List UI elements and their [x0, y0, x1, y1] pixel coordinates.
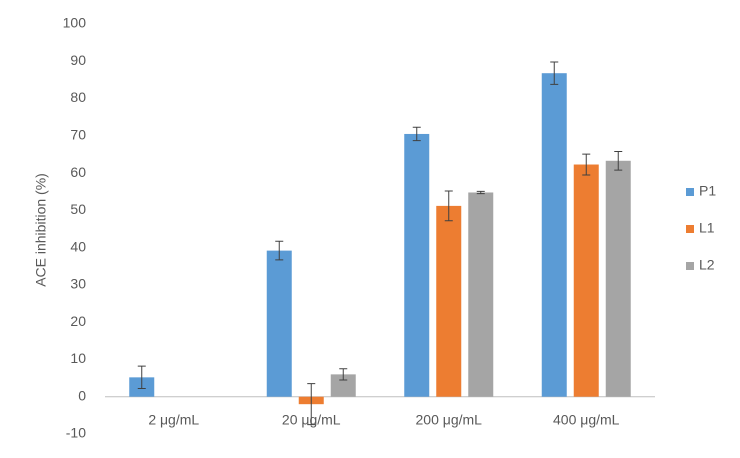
bar: [266, 250, 292, 397]
y-tick-label: 20: [70, 313, 86, 329]
bar: [404, 133, 430, 397]
error-bar: [137, 365, 146, 390]
y-tick-label: 0: [78, 387, 86, 403]
error-bar: [275, 240, 284, 261]
y-tick-label: 40: [70, 238, 86, 254]
y-tick-label: 10: [70, 350, 86, 366]
error-bar: [582, 153, 591, 176]
y-axis-label: ACE inhibition (%): [33, 173, 49, 287]
x-tick-label: 20 μg/mL: [282, 412, 341, 428]
y-tick-label: 80: [70, 89, 86, 105]
bar: [573, 164, 599, 397]
legend-swatch: [686, 188, 694, 196]
bar: [605, 160, 631, 397]
bar: [468, 192, 494, 397]
error-bar: [614, 150, 623, 171]
y-tick-label: 50: [70, 201, 86, 217]
bar: [436, 205, 462, 397]
legend-label: P1: [699, 183, 716, 199]
legend-swatch: [686, 225, 694, 233]
error-bar: [412, 126, 421, 142]
error-bar: [339, 368, 348, 381]
x-tick-label: 2 μg/mL: [148, 412, 199, 428]
error-bar: [444, 190, 453, 222]
legend-label: L2: [699, 257, 715, 273]
legend-swatch: [686, 262, 694, 270]
y-tick-label: 60: [70, 164, 86, 180]
x-tick-label: 400 μg/mL: [553, 412, 620, 428]
y-tick-label: 90: [70, 52, 86, 68]
bar: [330, 374, 356, 397]
error-bar: [307, 383, 316, 426]
y-tick-label: 100: [63, 15, 87, 31]
x-tick-label: 200 μg/mL: [416, 412, 483, 428]
legend-label: L1: [699, 220, 715, 236]
error-bar: [476, 190, 485, 195]
y-tick-label: 30: [70, 276, 86, 292]
bar: [541, 73, 567, 397]
y-tick-label: 70: [70, 127, 86, 143]
y-tick-label: -10: [66, 425, 86, 441]
error-bar: [550, 61, 559, 85]
